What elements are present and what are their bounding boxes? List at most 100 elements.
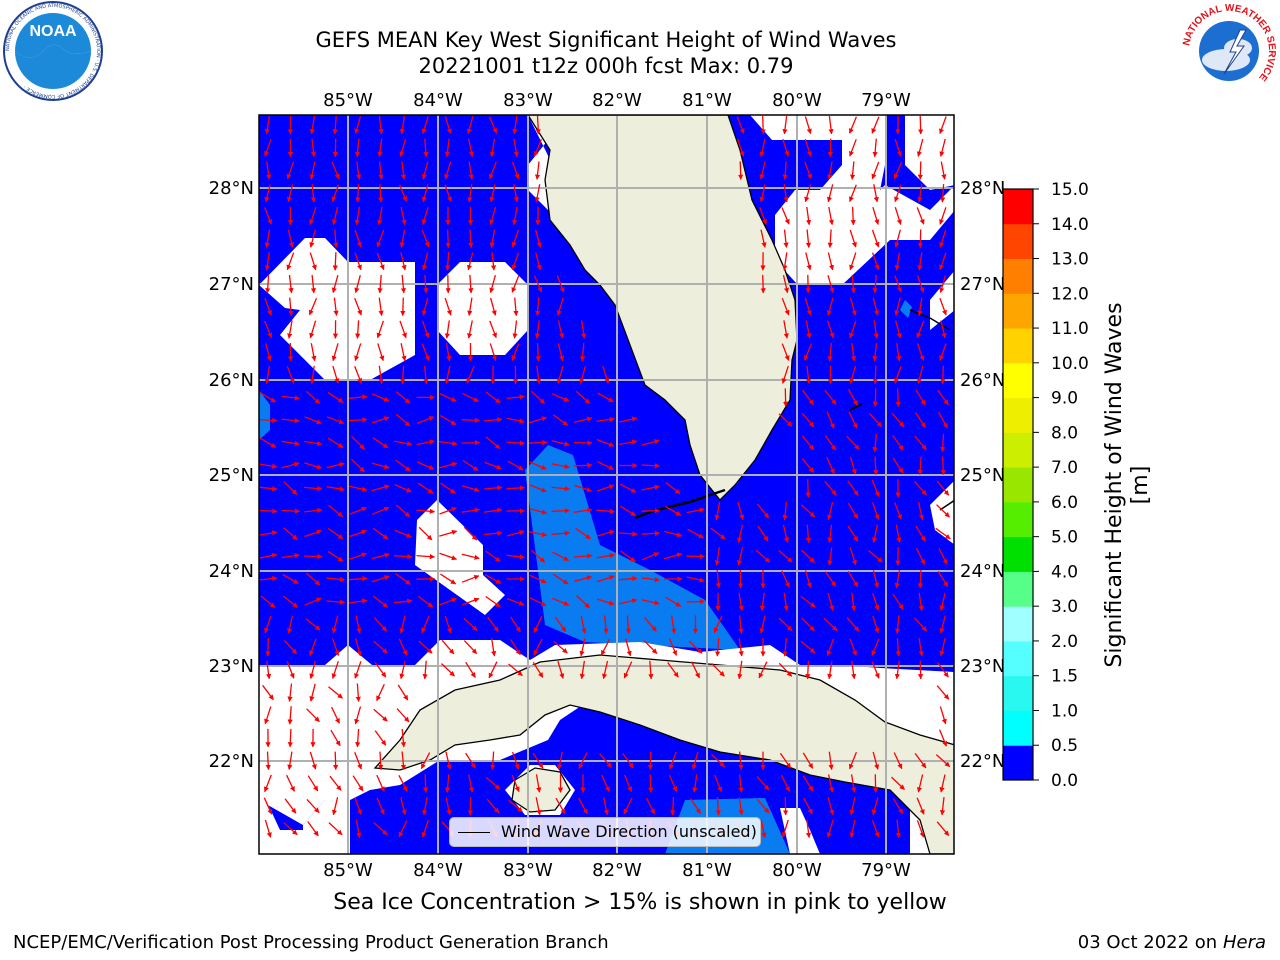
wave-direction-arrow bbox=[872, 751, 880, 770]
wave-direction-arrow bbox=[511, 161, 520, 180]
wave-direction-arrow bbox=[939, 138, 946, 157]
wave-direction-arrow bbox=[264, 819, 272, 838]
wave-direction-arrow bbox=[827, 275, 835, 293]
wave-direction-arrow bbox=[872, 274, 878, 294]
wave-direction-arrow bbox=[759, 138, 766, 158]
wave-direction-arrow bbox=[737, 524, 744, 543]
wave-direction-arrow bbox=[376, 797, 385, 815]
wave-direction-arrow bbox=[783, 184, 789, 203]
wave-direction-arrow bbox=[783, 592, 789, 612]
wave-direction-arrow bbox=[535, 252, 542, 271]
wave-direction-arrow bbox=[939, 207, 947, 225]
sea-ice-note: Sea Ice Concentration > 15% is shown in … bbox=[333, 890, 947, 915]
colorbar-segment bbox=[1003, 745, 1033, 781]
wave-direction-arrow bbox=[287, 615, 294, 634]
wave-direction-arrow bbox=[354, 661, 362, 679]
wave-direction-arrow bbox=[468, 138, 474, 158]
wave-direction-arrow bbox=[738, 638, 744, 657]
wave-direction-arrow bbox=[535, 774, 542, 793]
wave-direction-arrow bbox=[487, 616, 499, 633]
wave-direction-arrow bbox=[827, 774, 834, 793]
wave-direction-arrow bbox=[259, 463, 278, 469]
longitude-labels: 85°W 84°W 83°W 82°W 81°W 80°W 79°W 85°W … bbox=[323, 90, 911, 881]
wave-direction-arrow bbox=[349, 485, 368, 492]
wave-direction-arrow bbox=[826, 297, 834, 316]
florida-keys bbox=[634, 488, 726, 520]
wave-direction-arrow bbox=[551, 508, 571, 514]
wave-direction-arrow bbox=[805, 819, 812, 839]
wave-direction-arrow bbox=[917, 252, 923, 271]
wave-direction-arrow bbox=[355, 161, 362, 180]
wave-direction-arrow bbox=[484, 507, 503, 513]
wave-direction-arrow bbox=[506, 485, 526, 491]
wave-direction-arrow bbox=[872, 524, 879, 543]
wave-direction-arrow bbox=[782, 501, 788, 521]
wave-direction-arrow bbox=[849, 161, 856, 180]
wave-direction-arrow bbox=[309, 365, 316, 385]
nws-logo: NATIONAL WEATHER SERVICE bbox=[1181, 3, 1277, 99]
wave-direction-arrow bbox=[286, 252, 295, 271]
wave-direction-arrow bbox=[423, 365, 429, 385]
wave-direction-arrow bbox=[872, 365, 878, 385]
wave-direction-arrow bbox=[399, 115, 406, 135]
map-area bbox=[259, 115, 954, 854]
wave-direction-arrow bbox=[873, 320, 879, 339]
wave-direction-arrow bbox=[441, 663, 455, 677]
wave-direction-arrow bbox=[916, 138, 924, 157]
wave-direction-arrow bbox=[827, 229, 833, 249]
wave-direction-arrow bbox=[304, 462, 323, 470]
wave-direction-arrow bbox=[936, 685, 950, 700]
wave-direction-arrow bbox=[892, 435, 904, 451]
footer-credit: NCEP/EMC/Verification Post Processing Pr… bbox=[13, 932, 609, 953]
wave-direction-arrow bbox=[328, 822, 343, 836]
wave-direction-arrow bbox=[667, 662, 679, 678]
wave-direction-arrow bbox=[760, 115, 766, 135]
lon-label-top: 83°W bbox=[503, 90, 553, 111]
wave-direction-arrow bbox=[309, 683, 316, 702]
wave-direction-arrow bbox=[849, 365, 857, 384]
wave-direction-arrow bbox=[400, 365, 406, 385]
colorbar-tick-label: 15.0 bbox=[1051, 180, 1089, 200]
wave-direction-arrow bbox=[554, 616, 567, 633]
wave-direction-arrow bbox=[597, 461, 615, 470]
wave-direction-arrow bbox=[371, 484, 390, 492]
wave-direction-arrow bbox=[781, 343, 790, 361]
lon-label-bottom: 79°W bbox=[861, 860, 911, 881]
wave-direction-arrow bbox=[354, 297, 363, 316]
wave-direction-arrow bbox=[283, 822, 298, 836]
wave-direction-arrow bbox=[265, 660, 272, 680]
wave-direction-arrow bbox=[259, 575, 278, 582]
wave-direction-arrow bbox=[444, 365, 451, 385]
wave-direction-arrow bbox=[596, 575, 615, 583]
wave-direction-arrow bbox=[535, 797, 542, 816]
wave-direction-arrow bbox=[349, 598, 368, 604]
wave-direction-arrow bbox=[466, 366, 475, 384]
wave-direction-arrow bbox=[896, 343, 902, 362]
wave-direction-arrow bbox=[373, 708, 388, 722]
colorbar-segment bbox=[1003, 397, 1033, 433]
wave-direction-arrow bbox=[395, 391, 411, 404]
wave-direction-arrow bbox=[580, 342, 586, 362]
colorbar-tick-label: 12.0 bbox=[1051, 284, 1089, 304]
wave-direction-arrow bbox=[872, 433, 878, 453]
wave-direction-arrow bbox=[781, 297, 790, 316]
colorbar-tick-label: 0.5 bbox=[1051, 736, 1078, 756]
wave-direction-arrow bbox=[373, 617, 388, 632]
footer-host: Hera bbox=[1222, 932, 1266, 953]
wave-direction-arrow bbox=[507, 460, 524, 471]
wave-direction-arrow bbox=[894, 207, 902, 225]
wave-direction-arrow bbox=[936, 504, 950, 518]
wave-direction-arrow bbox=[444, 161, 452, 180]
colorbar-segment bbox=[1003, 571, 1033, 607]
wave-direction-arrow bbox=[778, 617, 793, 632]
wave-direction-arrow bbox=[485, 776, 501, 790]
wave-direction-arrow bbox=[551, 485, 571, 492]
wave-direction-arrow bbox=[940, 184, 946, 203]
wave-direction-arrow bbox=[309, 751, 317, 770]
wave-direction-arrow bbox=[738, 751, 744, 771]
wave-direction-arrow bbox=[781, 819, 789, 838]
wave-direction-arrow bbox=[894, 320, 902, 339]
wave-direction-arrow bbox=[400, 161, 407, 180]
wave-direction-arrow bbox=[421, 229, 430, 248]
wave-direction-arrow bbox=[737, 547, 744, 566]
